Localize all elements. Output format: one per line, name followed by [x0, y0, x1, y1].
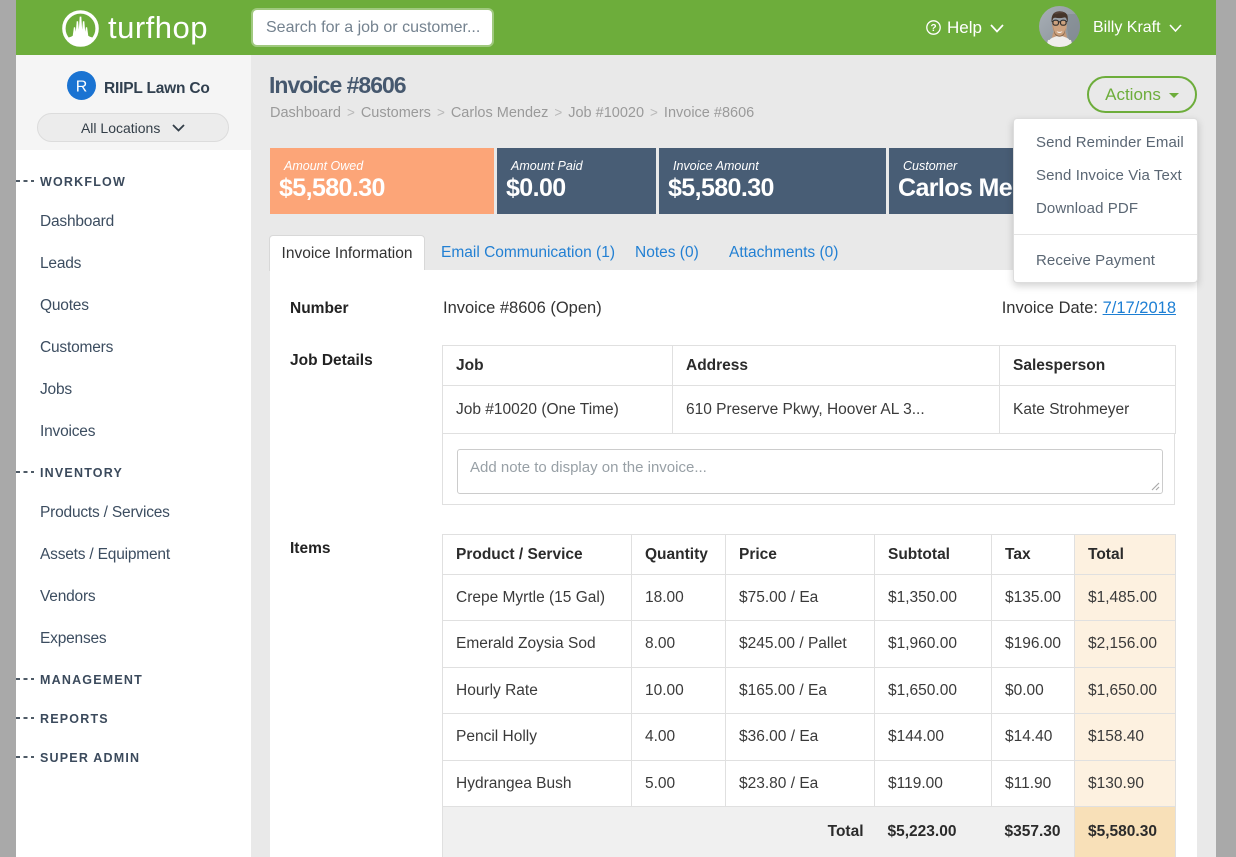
svg-text:R: R: [76, 79, 88, 96]
svg-text:?: ?: [930, 23, 936, 34]
